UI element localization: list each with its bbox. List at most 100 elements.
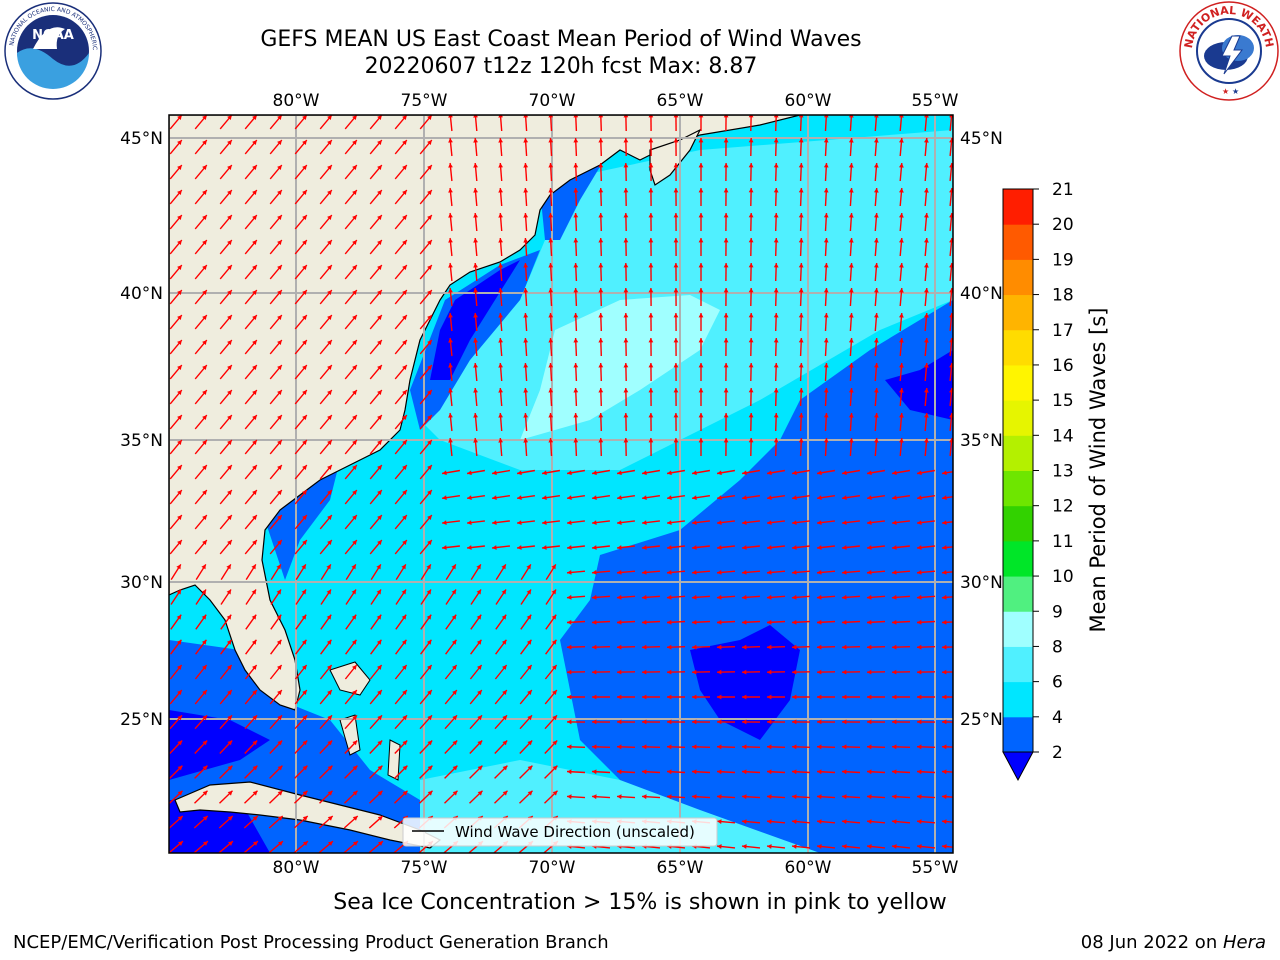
arrow-head-icon: [451, 639, 457, 645]
arrow-head-icon: [227, 816, 233, 821]
arrow-head-icon: [427, 340, 432, 345]
arrow-head-icon: [692, 794, 697, 800]
arrow-head-icon: [327, 340, 332, 345]
arrow-head-icon: [252, 765, 258, 771]
arrow-head-icon: [667, 744, 672, 750]
map-frame: [168, 114, 954, 854]
arrow-head-icon: [352, 690, 357, 695]
arrow-head-icon: [899, 138, 904, 143]
arrow-head-icon: [377, 440, 382, 445]
arrow-head-icon: [402, 665, 407, 670]
arrow-head-icon: [773, 338, 779, 343]
arrow-head-icon: [673, 263, 679, 268]
arrow-head-icon: [427, 465, 432, 470]
arrow-head-icon: [817, 819, 822, 824]
arrow-head-icon: [767, 594, 772, 600]
arrow-head-icon: [717, 769, 722, 775]
arrow-head-icon: [427, 665, 432, 670]
arrow-head-icon: [227, 240, 232, 245]
arrow-head-icon: [427, 540, 432, 545]
arrow-head-icon: [817, 644, 822, 650]
arrow-head-icon: [302, 140, 307, 145]
arrow-head-icon: [226, 564, 231, 570]
arrow-head-icon: [798, 213, 804, 218]
arrow-head-icon: [899, 238, 904, 243]
colorbar-segment: [1003, 681, 1033, 718]
arrow-head-icon: [177, 140, 182, 145]
colorbar-segment: [1003, 611, 1033, 647]
arrow-head-icon: [177, 665, 182, 670]
arrow-head-icon: [617, 570, 622, 575]
arrow-head-icon: [667, 545, 672, 550]
arrow-head-icon: [252, 490, 257, 495]
svg-text:NOAA: NOAA: [32, 28, 74, 43]
arrow-head-icon: [477, 790, 483, 796]
arrow-head-icon: [498, 363, 503, 368]
arrow-head-icon: [227, 490, 232, 495]
arrow-head-icon: [924, 263, 929, 268]
arrow-head-icon: [352, 415, 357, 420]
plot-subtitle: 20220607 t12z 120h fcst Max: 8.87: [364, 54, 758, 79]
arrow-head-icon: [667, 644, 672, 650]
arrow-head-icon: [899, 288, 904, 293]
arrow-head-icon: [792, 694, 797, 700]
arrow-head-icon: [448, 388, 453, 393]
arrow-head-icon: [692, 470, 697, 476]
arrow-head-icon: [202, 140, 207, 145]
arrow-head-icon: [567, 470, 572, 476]
arrow-head-icon: [452, 690, 457, 695]
arrow-head-icon: [352, 490, 357, 495]
arrow-head-icon: [402, 465, 407, 470]
arrow-head-icon: [867, 844, 872, 849]
arrow-head-icon: [598, 163, 604, 168]
arrow-head-icon: [473, 338, 478, 343]
arrow-head-icon: [867, 719, 872, 725]
arrow-head-icon: [648, 338, 654, 343]
arrow-head-icon: [792, 594, 797, 600]
arrow-head-icon: [327, 215, 332, 220]
arrow-head-icon: [823, 263, 829, 268]
arrow-head-icon: [617, 694, 622, 700]
colorbar-tick-label: 13: [1052, 462, 1074, 482]
arrow-head-icon: [351, 589, 356, 595]
arrow-head-icon: [567, 719, 572, 725]
arrow-head-icon: [817, 844, 822, 849]
arrow-head-icon: [698, 263, 704, 268]
colorbar-segment: [1003, 505, 1033, 542]
arrow-head-icon: [717, 644, 722, 650]
arrow-head-icon: [227, 315, 232, 320]
arrow-head-icon: [376, 589, 381, 595]
arrow-head-icon: [302, 465, 307, 470]
arrow-head-icon: [377, 140, 382, 145]
arrow-head-icon: [842, 744, 847, 750]
arrow-head-icon: [692, 619, 697, 625]
arrow-head-icon: [899, 263, 904, 268]
arrow-head-icon: [498, 188, 503, 193]
arrow-head-icon: [351, 564, 356, 570]
arrow-head-icon: [523, 363, 529, 368]
arrow-head-icon: [648, 313, 654, 318]
arrow-head-icon: [552, 715, 557, 721]
arrow-head-icon: [792, 819, 797, 824]
arrow-head-icon: [892, 619, 897, 625]
arrow-head-icon: [817, 669, 822, 675]
arrow-head-icon: [202, 165, 207, 170]
arrow-head-icon: [277, 440, 282, 445]
arrow-head-icon: [573, 188, 579, 193]
arrow-head-icon: [501, 589, 506, 595]
arrow-head-icon: [402, 715, 407, 721]
arrow-head-icon: [648, 188, 654, 193]
arrow-head-icon: [642, 594, 647, 600]
arrow-head-icon: [252, 115, 257, 120]
arrow-head-icon: [899, 388, 904, 393]
colorbar-tick-label: 16: [1052, 356, 1074, 376]
arrow-head-icon: [917, 570, 922, 575]
arrow-head-icon: [352, 515, 357, 520]
arrow-head-icon: [427, 740, 433, 746]
arrow-head-icon: [924, 188, 929, 193]
arrow-head-icon: [352, 440, 357, 445]
arrow-head-icon: [792, 644, 797, 650]
arrow-head-icon: [698, 288, 704, 293]
arrow-head-icon: [377, 765, 383, 771]
arrow-head-icon: [773, 238, 779, 243]
